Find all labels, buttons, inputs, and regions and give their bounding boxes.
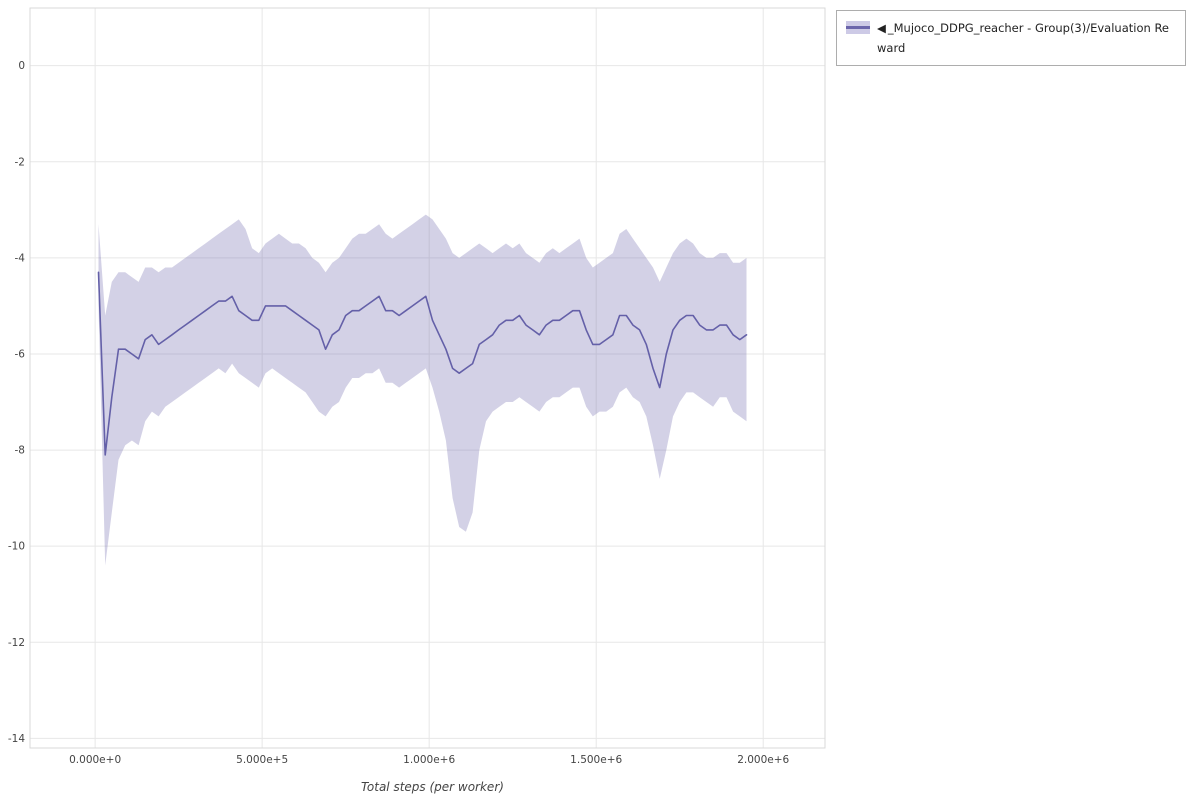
y-tick-label: -2: [15, 156, 25, 168]
legend-swatch-band: [846, 21, 870, 34]
legend-swatch-line: [846, 26, 870, 29]
x-tick-label: 5.000e+5: [236, 754, 288, 766]
confidence-band: [98, 214, 747, 566]
legend-collapse-icon[interactable]: ◀: [877, 21, 886, 35]
x-tick-label: 0.000e+0: [69, 754, 121, 766]
y-tick-label: -10: [8, 541, 25, 553]
y-tick-label: 0: [18, 60, 25, 72]
plot-frame: [29, 7, 826, 749]
y-tick-label: -6: [15, 348, 26, 360]
legend-series-label[interactable]: _Mujoco_DDPG_reacher - Group(3)/Evaluati…: [877, 21, 1169, 56]
series-line: [97, 271, 748, 456]
x-tick-label: 1.000e+6: [403, 754, 455, 766]
y-tick-label: -14: [8, 733, 25, 745]
x-tick-label: 1.500e+6: [570, 754, 622, 766]
y-tick-label: -12: [8, 637, 25, 649]
y-tick-label: -4: [15, 252, 26, 264]
x-tick-label: 2.000e+6: [737, 754, 789, 766]
legend-entry: ◀ _Mujoco_DDPG_reacher - Group(3)/Evaluat…: [877, 18, 1176, 58]
y-tick-label: -8: [15, 445, 25, 457]
legend-box[interactable]: ◀ _Mujoco_DDPG_reacher - Group(3)/Evaluat…: [836, 10, 1186, 67]
x-axis-label: Total steps (per worker): [361, 780, 504, 794]
